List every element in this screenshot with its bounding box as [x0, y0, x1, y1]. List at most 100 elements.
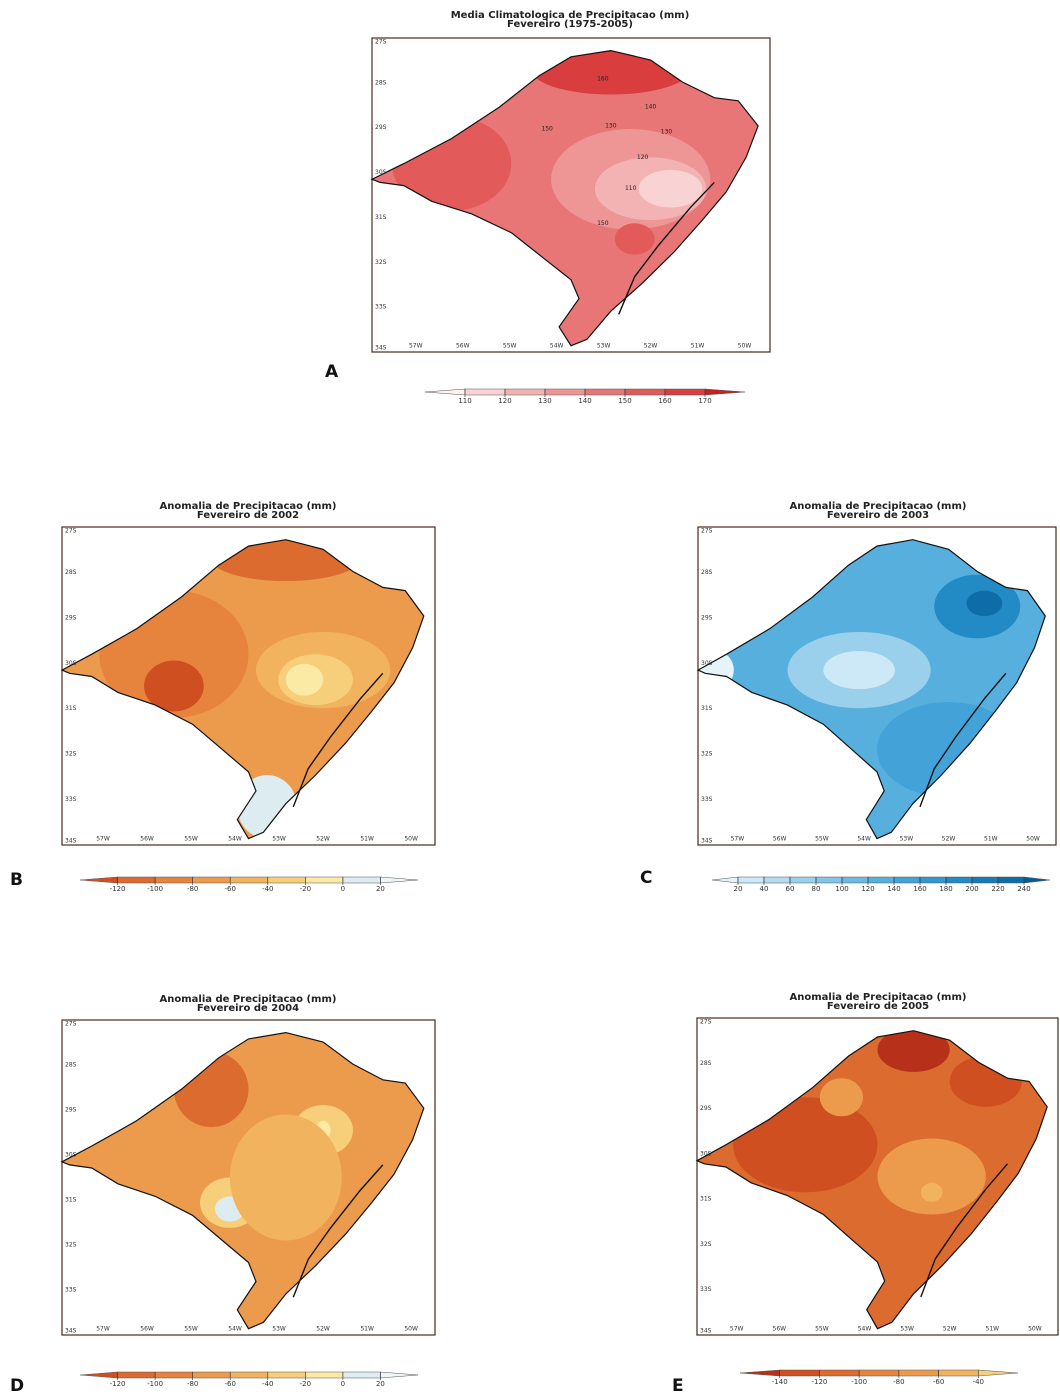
contour-region: [638, 169, 703, 208]
colorbar-label: -100: [851, 1378, 867, 1386]
lat-label: 31S: [700, 1196, 712, 1203]
lat-label: 30S: [375, 169, 387, 176]
colorbar-label: 120: [498, 397, 511, 405]
lon-label: 56W: [140, 836, 154, 843]
colorbar-label: -80: [893, 1378, 904, 1386]
lagoon: [920, 1163, 1008, 1298]
contour-region: [229, 1114, 342, 1241]
lon-label: 51W: [360, 1326, 374, 1333]
lat-label: 34S: [65, 838, 77, 845]
contour-label: 130: [661, 129, 673, 136]
colorbar-swatch: [779, 1369, 820, 1377]
colorbar-label: 170: [698, 397, 711, 405]
colorbar-label: 80: [812, 885, 821, 893]
colorbar-swatch: [342, 1371, 381, 1379]
lat-label: 28S: [701, 569, 713, 576]
lon-label: 57W: [731, 836, 745, 843]
lat-label: 28S: [700, 1060, 712, 1067]
colorbar-label: -100: [147, 1380, 163, 1388]
contour-label: 130: [605, 122, 617, 129]
colorbar-end: [704, 388, 746, 396]
lon-label: 53W: [272, 836, 286, 843]
lat-label: 34S: [701, 838, 713, 845]
colorbar-label: 160: [658, 397, 671, 405]
colorbar-swatch: [898, 1369, 939, 1377]
colorbar-label: -20: [300, 1380, 311, 1388]
colorbar-label: -120: [811, 1378, 827, 1386]
lon-label: 55W: [503, 343, 517, 350]
colorbar-swatch: [867, 876, 895, 884]
contour-label: 150: [597, 220, 609, 227]
colorbar-label: -40: [262, 885, 273, 893]
colorbar-end: [79, 876, 118, 884]
contour-region: [614, 223, 655, 255]
lat-label: 33S: [700, 1286, 712, 1293]
lon-label: 53W: [900, 836, 914, 843]
lon-label: 56W: [140, 1326, 154, 1333]
contour-region: [877, 1030, 950, 1072]
state-border: [60, 539, 425, 840]
lat-label: 31S: [375, 214, 387, 221]
lon-label: 51W: [360, 836, 374, 843]
lat-label: 33S: [375, 304, 387, 311]
colorbar-swatch: [192, 876, 231, 884]
contour-region: [920, 1182, 943, 1202]
colorbar-label: 0: [341, 885, 345, 893]
lon-label: 54W: [550, 343, 564, 350]
panel-title: Media Climatologica de Precipitacao (mm): [451, 10, 690, 21]
colorbar-swatch: [997, 876, 1025, 884]
colorbar-label: 180: [939, 885, 952, 893]
lat-label: 30S: [700, 1150, 712, 1157]
colorbar-swatch: [504, 388, 546, 396]
state-border: [695, 1030, 1048, 1330]
lon-label: 51W: [984, 836, 998, 843]
lon-label: 53W: [900, 1326, 914, 1333]
lat-label: 27S: [65, 1021, 77, 1028]
lon-label: 52W: [943, 1326, 957, 1333]
colorbar-label: 140: [887, 885, 900, 893]
colorbar-label: 20: [376, 885, 385, 893]
colorbar-end: [79, 1371, 118, 1379]
lon-label: 50W: [738, 343, 752, 350]
panel-subtitle: Fevereiro de 2003: [827, 510, 929, 521]
lon-label: 56W: [773, 836, 787, 843]
lat-label: 28S: [65, 569, 77, 576]
lon-label: 53W: [272, 1326, 286, 1333]
colorbar-label: 150: [618, 397, 631, 405]
colorbar-label: -120: [110, 885, 126, 893]
colorbar-label: -80: [187, 885, 198, 893]
colorbar-swatch: [192, 1371, 231, 1379]
lon-label: 50W: [404, 1326, 418, 1333]
lat-label: 27S: [701, 528, 713, 535]
colorbar-swatch: [919, 876, 947, 884]
colorbar-end: [424, 388, 466, 396]
colorbar-label: 20: [376, 1380, 385, 1388]
lon-label: 55W: [184, 1326, 198, 1333]
lat-label: 33S: [65, 796, 77, 803]
colorbar-swatch: [305, 1371, 344, 1379]
colorbar-swatch: [819, 1369, 860, 1377]
lon-label: 52W: [316, 1326, 330, 1333]
lon-label: 57W: [730, 1326, 744, 1333]
panel-letter: B: [10, 870, 23, 890]
contour-region: [733, 1097, 878, 1193]
lon-label: 51W: [691, 343, 705, 350]
contour-label: 110: [625, 185, 637, 192]
colorbar-swatch: [544, 388, 586, 396]
lat-label: 31S: [65, 1197, 77, 1204]
lon-label: 50W: [1026, 836, 1040, 843]
colorbar-end: [978, 1369, 1019, 1377]
panel-letter: A: [325, 362, 339, 382]
lagoon: [292, 672, 384, 808]
colorbar-swatch: [267, 1371, 306, 1379]
contour-region: [877, 1138, 986, 1215]
colorbar-swatch: [305, 876, 344, 884]
colorbar-swatch: [624, 388, 666, 396]
colorbar-label: -120: [110, 1380, 126, 1388]
colorbar-swatch: [117, 1371, 156, 1379]
colorbar-swatch: [763, 876, 791, 884]
panel-title: Anomalia de Precipitacao (mm): [790, 501, 967, 512]
lat-label: 33S: [701, 796, 713, 803]
panel-letter: E: [672, 1376, 684, 1396]
